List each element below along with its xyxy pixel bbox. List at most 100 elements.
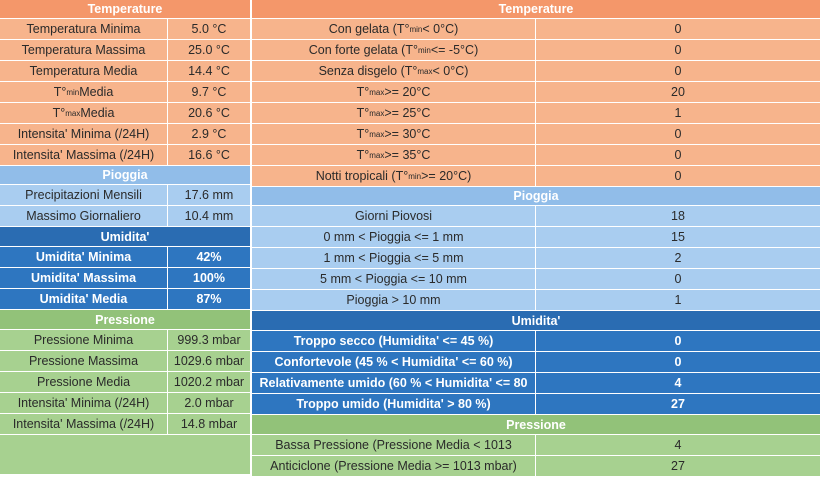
table-row: Troppo secco (Humidita' <= 45 %) 0: [252, 331, 820, 352]
temp-min-label: Temperatura Minima: [0, 19, 168, 39]
tmax-ge-35-label: T° max >= 35°C: [252, 145, 536, 165]
temp-max-label: Temperatura Massima: [0, 40, 168, 60]
table-row: Anticiclone (Pressione Media >= 1013 mba…: [252, 456, 820, 477]
label-text: < 0°C): [422, 22, 459, 36]
temp-max-value: 25.0 °C: [168, 40, 250, 60]
press-intensity-max-label: Intensita' Massima (/24H): [0, 414, 168, 434]
hum-max-label: Umidita' Massima: [0, 268, 168, 288]
tmin-avg-label: T° min Media: [0, 82, 168, 102]
table-row: Pressione Media 1020.2 mbar: [0, 372, 250, 393]
table-row: Intensita' Minima (/24H) 2.9 °C: [0, 124, 250, 145]
anticyclone-value: 27: [536, 456, 820, 476]
too-dry-label: Troppo secco (Humidita' <= 45 %): [252, 331, 536, 351]
table-row: Pressione Massima 1029.6 mbar: [0, 351, 250, 372]
too-humid-label: Troppo umido (Humidita' > 80 %): [252, 394, 536, 414]
hard-frost-days-value: 0: [536, 40, 820, 60]
rain-0-1-label: 0 mm < Pioggia <= 1 mm: [252, 227, 536, 247]
ice-days-value: 0: [536, 61, 820, 81]
right-stats-panel: Temperature Con gelata (T° min < 0°C) 0 C…: [252, 0, 820, 477]
press-max-value: 1029.6 mbar: [168, 351, 250, 371]
hum-max-value: 100%: [168, 268, 250, 288]
too-humid-value: 27: [536, 394, 820, 414]
temp-avg-label: Temperatura Media: [0, 61, 168, 81]
frost-days-label: Con gelata (T° min < 0°C): [252, 19, 536, 39]
tmax-ge-30-label: T° max >= 30°C: [252, 124, 536, 144]
press-intensity-min-label: Intensita' Minima (/24H): [0, 393, 168, 413]
label-text: <= -5°C): [430, 43, 479, 57]
rain-daily-max-value: 10.4 mm: [168, 206, 250, 226]
intensity-max-value: 16.6 °C: [168, 145, 250, 165]
table-row: Confortevole (45 % < Humidita' <= 60 %) …: [252, 352, 820, 373]
table-row: Umidita' Massima 100%: [0, 268, 250, 289]
label-subscript: max: [417, 66, 433, 76]
table-row: 1 mm < Pioggia <= 5 mm 2: [252, 248, 820, 269]
label-text: Notti tropicali (T°: [315, 169, 409, 183]
tropical-nights-value: 0: [536, 166, 820, 186]
label-subscript: min: [408, 171, 422, 181]
press-intensity-max-value: 14.8 mbar: [168, 414, 250, 434]
hum-min-value: 42%: [168, 247, 250, 267]
label-subscript: max: [369, 108, 385, 118]
label-subscript: min: [66, 87, 80, 97]
relatively-humid-value: 4: [536, 373, 820, 393]
left-temperature-header: Temperature: [0, 0, 250, 18]
rain-1-5-value: 2: [536, 248, 820, 268]
label-text: T°: [356, 106, 370, 120]
press-max-label: Pressione Massima: [0, 351, 168, 371]
press-avg-label: Pressione Media: [0, 372, 168, 392]
table-row: Umidita' Media 87%: [0, 289, 250, 310]
tmax-avg-value: 20.6 °C: [168, 103, 250, 123]
table-row: 5 mm < Pioggia <= 10 mm 0: [252, 269, 820, 290]
ice-days-label: Senza disgelo (T° max < 0°C): [252, 61, 536, 81]
table-row: Pressione Minima 999.3 mbar: [0, 330, 250, 351]
table-row: T° max >= 30°C 0: [252, 124, 820, 145]
label-text: T°: [356, 127, 370, 141]
label-subscript: max: [369, 129, 385, 139]
rain-5-10-label: 5 mm < Pioggia <= 10 mm: [252, 269, 536, 289]
hum-avg-label: Umidita' Media: [0, 289, 168, 309]
intensity-min-label: Intensita' Minima (/24H): [0, 124, 168, 144]
rain-monthly-label: Precipitazioni Mensili: [0, 185, 168, 205]
right-humidity-header: Umidita': [252, 311, 820, 330]
label-subscript: max: [369, 150, 385, 160]
tmax-ge-25-value: 1: [536, 103, 820, 123]
label-text: Media: [79, 85, 114, 99]
low-pressure-value: 4: [536, 435, 820, 455]
label-text: Con gelata (T°: [328, 22, 410, 36]
tmax-ge-20-value: 20: [536, 82, 820, 102]
too-dry-value: 0: [536, 331, 820, 351]
rainy-days-label: Giorni Piovosi: [252, 206, 536, 226]
tmax-ge-25-label: T° max >= 25°C: [252, 103, 536, 123]
table-row: Troppo umido (Humidita' > 80 %) 27: [252, 394, 820, 415]
label-text: >= 35°C: [384, 148, 431, 162]
table-row: T° max >= 35°C 0: [252, 145, 820, 166]
table-row: T° max >= 20°C 20: [252, 82, 820, 103]
rain-gt-10-label: Pioggia > 10 mm: [252, 290, 536, 310]
label-text: T°: [356, 148, 370, 162]
label-text: Media: [80, 106, 115, 120]
temp-min-value: 5.0 °C: [168, 19, 250, 39]
rain-0-1-value: 15: [536, 227, 820, 247]
press-min-label: Pressione Minima: [0, 330, 168, 350]
table-row: Relativamente umido (60 % < Humidita' <=…: [252, 373, 820, 394]
frost-days-value: 0: [536, 19, 820, 39]
table-row: Con forte gelata (T° min <= -5°C) 0: [252, 40, 820, 61]
rain-1-5-label: 1 mm < Pioggia <= 5 mm: [252, 248, 536, 268]
rain-monthly-value: 17.6 mm: [168, 185, 250, 205]
table-row: T° min Media 9.7 °C: [0, 82, 250, 103]
press-intensity-min-value: 2.0 mbar: [168, 393, 250, 413]
rain-gt-10-value: 1: [536, 290, 820, 310]
temp-avg-value: 14.4 °C: [168, 61, 250, 81]
hum-avg-value: 87%: [168, 289, 250, 309]
press-avg-value: 1020.2 mbar: [168, 372, 250, 392]
table-row: Temperatura Media 14.4 °C: [0, 61, 250, 82]
table-row: Con gelata (T° min < 0°C) 0: [252, 19, 820, 40]
label-subscript: min: [409, 24, 423, 34]
table-row: Giorni Piovosi 18: [252, 206, 820, 227]
tmax-avg-label: T° max Media: [0, 103, 168, 123]
comfortable-label: Confortevole (45 % < Humidita' <= 60 %): [252, 352, 536, 372]
tmin-avg-value: 9.7 °C: [168, 82, 250, 102]
low-pressure-label: Bassa Pressione (Pressione Media < 1013: [252, 435, 536, 455]
relatively-humid-label: Relativamente umido (60 % < Humidita' <=…: [252, 373, 536, 393]
filler-cell: [0, 435, 250, 474]
